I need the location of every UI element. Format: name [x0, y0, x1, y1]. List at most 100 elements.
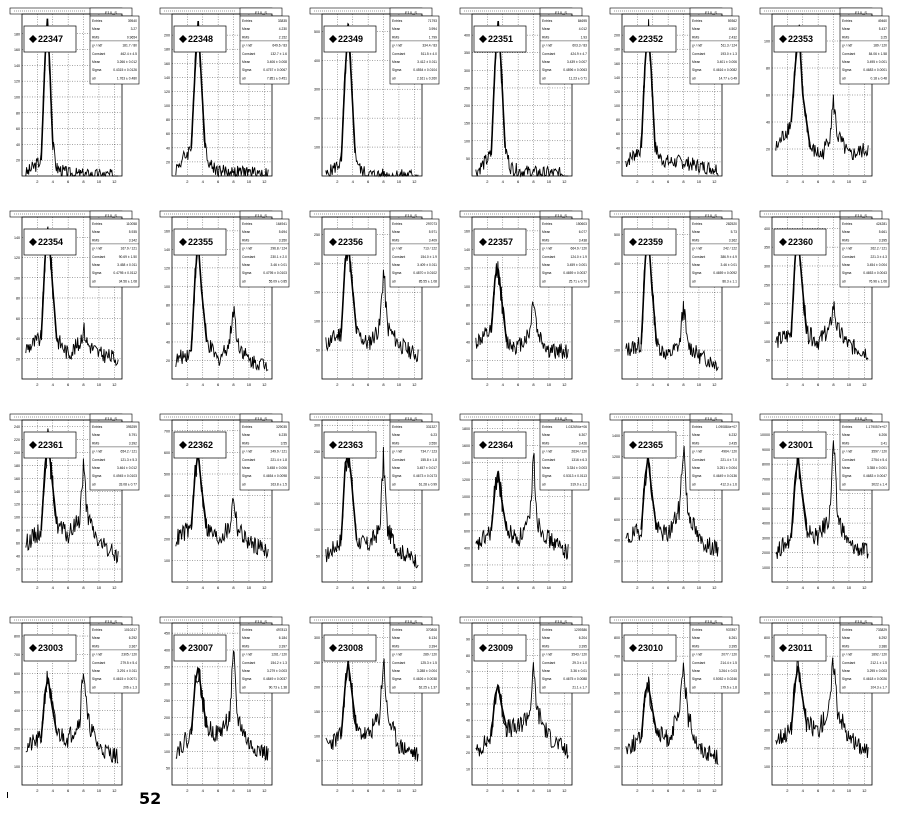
y-tick-label: 1400: [612, 434, 620, 438]
stats-value: 3.435: [729, 441, 737, 445]
x-tick-label: 10: [847, 382, 852, 387]
stats-value: 125.3 ± 1.5: [421, 661, 438, 665]
page-number: 52: [139, 789, 162, 808]
stats-value: 3.395: [729, 644, 737, 648]
stats-value: 5.437: [879, 27, 887, 31]
stats-label: Entries: [242, 19, 253, 23]
x-tick-label: 6: [517, 585, 520, 590]
x-tick-label: 10: [247, 585, 252, 590]
stats-label: Mean: [842, 60, 850, 64]
histogram-svg: E10_S 2 4 6 8 10 12 100 200 300 400 500 22349 Entries…: [309, 7, 440, 184]
hist-name-label: E10_S: [705, 416, 717, 421]
y-tick-label: 160: [14, 48, 20, 52]
x-tick-label: 6: [517, 382, 520, 387]
stats-value: 76.96 ± 1.06: [869, 279, 887, 283]
y-tick-label: 140: [464, 248, 470, 252]
histogram-svg: E10_S 2 4 6 8 10 12 20 40 60 80 100 120 140 160 22357 En…: [459, 210, 590, 387]
run-number-label: 23009: [488, 643, 513, 653]
diamond-marker-icon: [179, 441, 187, 449]
fit-curve: [190, 20, 206, 148]
diamond-marker-icon: [779, 441, 787, 449]
diamond-marker-icon: [179, 238, 187, 246]
stats-label: RMS: [92, 441, 100, 445]
stats-label: χ² / ndf: [542, 653, 552, 657]
x-tick-label: 4: [502, 382, 505, 387]
y-tick-label: 4000: [762, 522, 770, 526]
stats-label: χ² / ndf: [392, 44, 402, 48]
stats-value: 25.71 ± 0.70: [569, 279, 587, 283]
stats-label: Mean: [392, 466, 400, 470]
y-tick-label: 400: [464, 546, 470, 550]
plot-frame: [621, 216, 723, 380]
stats-value: 2077 / 120: [721, 653, 737, 657]
run-number-label: 23001: [788, 440, 813, 450]
plot-frame: [771, 419, 873, 583]
stats-value: 937897: [726, 628, 737, 632]
stats-value: 71793: [428, 19, 437, 23]
stats-value: 3.55: [281, 441, 288, 445]
stats-label: a0: [692, 76, 696, 80]
x-tick-label: 6: [217, 382, 220, 387]
stats-value: 0.9654: [127, 35, 137, 39]
stats-value: 7.851 ± 0.451: [267, 76, 287, 80]
x-tick-label: 4: [652, 585, 655, 590]
stats-value: 0.4659 ± 0.0037: [563, 271, 587, 275]
y-tick-label: 100: [464, 139, 470, 143]
stats-box: [689, 624, 740, 694]
stats-box: [839, 15, 890, 85]
run-number-label: 22353: [788, 34, 813, 44]
stats-label: χ² / ndf: [542, 247, 552, 251]
stats-label: Sigma: [542, 474, 552, 478]
stats-value: 3.288 ± 0.004: [417, 669, 437, 673]
x-tick-label: 6: [367, 585, 370, 590]
fit-curve: [790, 456, 808, 538]
stats-label: Mean: [842, 27, 850, 31]
y-tick-label: 400: [614, 262, 620, 266]
x-tick-label: 10: [547, 179, 552, 184]
histogram-panel: E10_S 2 4 6 8 10 12 50 100 150 200 250 22356 Entries 2…: [300, 203, 450, 406]
x-tick-label: 2: [186, 585, 189, 590]
x-tick-label: 6: [217, 179, 220, 184]
y-tick-label: 150: [314, 502, 320, 506]
y-tick-label: 200: [614, 747, 620, 751]
y-tick-label: 400: [764, 710, 770, 714]
histogram-panel: E10_S 2 4 6 8 10 12 100 200 300 400 500 600 700 800 230…: [0, 609, 150, 812]
stats-value: 395259: [126, 425, 137, 429]
y-tick-label: 60: [466, 322, 470, 326]
stats-label: a0: [542, 279, 546, 283]
y-tick-label: 40: [16, 337, 20, 341]
y-tick-label: 100: [314, 734, 320, 738]
stats-value: 5.694: [279, 230, 287, 234]
stats-label: χ² / ndf: [542, 44, 552, 48]
y-tick-label: 120: [164, 266, 170, 270]
x-tick-label: 12: [712, 179, 717, 184]
stats-value: 664.9 / 120: [571, 247, 588, 251]
stats-label: Constant: [392, 255, 405, 259]
stats-label: Mean: [392, 230, 400, 234]
stats-label: Sigma: [692, 271, 702, 275]
stats-label: Mean: [92, 263, 100, 267]
stats-label: Mean: [242, 230, 250, 234]
stats-label: χ² / ndf: [842, 653, 852, 657]
x-tick-label: 4: [652, 382, 655, 387]
y-tick-label: 200: [14, 451, 20, 455]
run-number-label: 22362: [188, 440, 213, 450]
x-tick-label: 10: [397, 179, 402, 184]
x-tick-label: 2: [486, 585, 489, 590]
diamond-marker-icon: [29, 238, 37, 246]
stats-value: 2634 / 120: [571, 450, 587, 454]
stats-label: Constant: [542, 458, 555, 462]
x-tick-label: 2: [636, 179, 639, 184]
y-tick-label: 120: [614, 90, 620, 94]
y-tick-label: 20: [166, 359, 170, 363]
x-tick-label: 4: [52, 585, 55, 590]
stats-label: Sigma: [242, 677, 252, 681]
x-tick-label: 2: [186, 382, 189, 387]
y-tick-label: 50: [466, 157, 470, 161]
stats-value: 3.46 ± 0.01: [271, 263, 288, 267]
stats-value: 49460: [878, 19, 887, 23]
histogram-trace: [175, 445, 269, 559]
stats-value: 3.457 ± 0.017: [417, 466, 437, 470]
stats-label: Sigma: [242, 68, 252, 72]
y-tick-label: 350: [764, 246, 770, 250]
